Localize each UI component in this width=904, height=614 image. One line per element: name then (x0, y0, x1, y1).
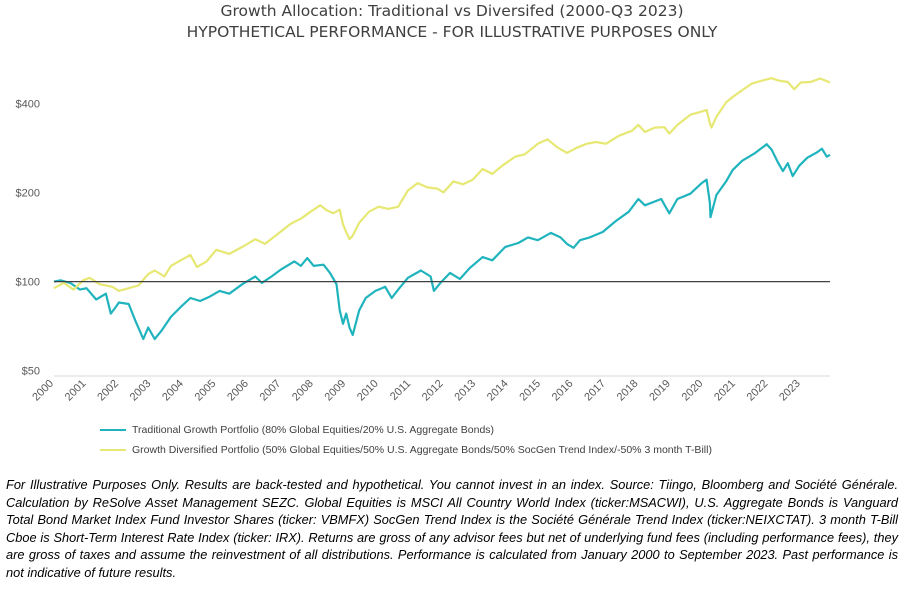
x-tick-label: 2002 (95, 378, 121, 404)
x-tick-label: 2010 (355, 378, 381, 404)
x-tick-label: 2013 (452, 378, 478, 404)
disclaimer-footnote: For Illustrative Purposes Only. Results … (6, 477, 898, 580)
x-tick-label: 2021 (712, 378, 738, 404)
x-tick-label: 2020 (680, 378, 706, 404)
legend-label-diversified: Growth Diversified Portfolio (50% Global… (132, 444, 712, 456)
x-tick-label: 2015 (517, 378, 543, 404)
x-tick-label: 2023 (777, 378, 803, 404)
legend-label-traditional: Traditional Growth Portfolio (80% Global… (132, 424, 495, 436)
legend-swatch-traditional (100, 429, 126, 432)
legend-swatch-diversified (100, 449, 126, 452)
x-tick-label: 2003 (128, 378, 154, 404)
legend-item-traditional: Traditional Growth Portfolio (80% Global… (100, 424, 494, 436)
x-tick-label: 2007 (258, 378, 284, 404)
x-tick-label: 2008 (290, 378, 316, 404)
x-tick-label: 2004 (160, 378, 186, 404)
x-tick-label: 2017 (582, 378, 608, 404)
x-tick-label: 2014 (485, 378, 511, 404)
x-tick-label: 2019 (647, 378, 673, 404)
x-tick-label: 2022 (745, 378, 771, 404)
x-tick-label: 2009 (323, 378, 349, 404)
y-tick-label: $200 (16, 187, 40, 199)
series-line-traditional (53, 143, 831, 341)
x-tick-label: 2005 (193, 378, 219, 404)
y-tick-label: $100 (16, 277, 40, 289)
x-tick-label: 2016 (550, 378, 576, 404)
legend-item-diversified: Growth Diversified Portfolio (50% Global… (100, 444, 712, 456)
chart-title: Growth Allocation: Traditional vs Divers… (220, 2, 684, 20)
x-tick-label: 2011 (388, 378, 413, 403)
x-tick-label: 2018 (615, 378, 641, 404)
chart-subtitle: HYPOTHETICAL PERFORMANCE - FOR ILLUSTRAT… (186, 23, 718, 41)
series-line-diversified (53, 77, 831, 292)
x-tick-label: 2012 (420, 378, 446, 404)
y-tick-label: $400 (16, 98, 40, 110)
y-tick-label: $50 (22, 366, 40, 378)
x-tick-label: 2001 (63, 378, 89, 404)
x-tick-label: 2000 (30, 378, 56, 404)
x-tick-label: 2006 (225, 378, 251, 404)
